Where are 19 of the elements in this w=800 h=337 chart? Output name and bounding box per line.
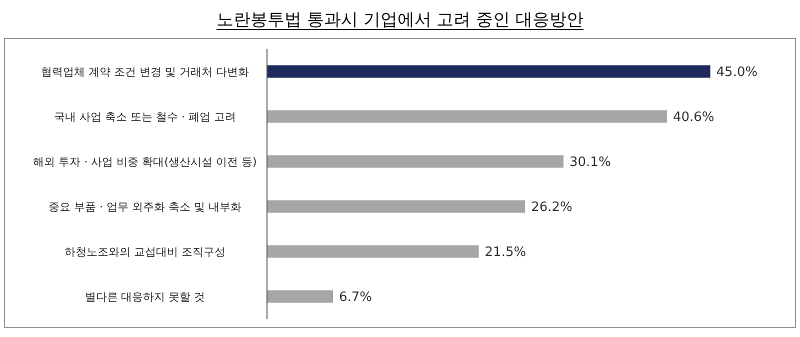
- chart-title: 노란봉투법 통과시 기업에서 고려 중인 대응방안: [216, 10, 584, 30]
- y-tick-label: 국내 사업 축소 또는 철수 · 폐업 고려: [54, 110, 236, 124]
- bar: [267, 110, 667, 123]
- y-tick-label: 해외 투자 · 사업 비중 확대(생산시설 이전 등): [33, 156, 257, 168]
- y-tick-label: 중요 부품 · 업무 외주화 축소 및 내부화: [48, 200, 242, 214]
- data-label: 45.0%: [716, 65, 758, 80]
- y-tick-label: 협력업체 계약 조건 변경 및 거래처 다변화: [41, 66, 249, 78]
- bar: [267, 200, 526, 213]
- data-label: 30.1%: [570, 155, 611, 170]
- y-tick-label: 별다른 대응하지 못할 것: [84, 290, 206, 304]
- data-label: 6.7%: [339, 290, 372, 306]
- data-label: 26.2%: [531, 200, 572, 216]
- bar: [267, 155, 564, 168]
- bar: [267, 65, 710, 78]
- data-label: 21.5%: [484, 245, 526, 260]
- bar: [267, 290, 333, 303]
- data-label: 40.6%: [672, 110, 714, 126]
- y-tick-label: 하청노조와의 교섭대비 조직구성: [64, 246, 226, 258]
- bar: [267, 245, 479, 258]
